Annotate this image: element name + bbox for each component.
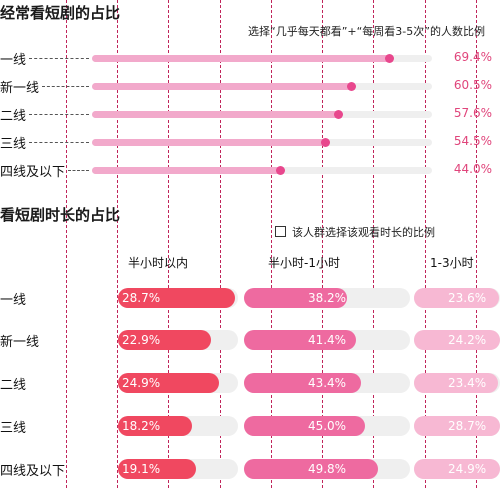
checkbox-icon bbox=[275, 226, 286, 237]
row-label: 三线 bbox=[0, 421, 27, 436]
row-leader bbox=[29, 58, 89, 59]
row-leader bbox=[68, 170, 89, 171]
frequency-chart-title: 经常看短剧的占比 bbox=[0, 4, 121, 22]
legend-series-2: 半小时-1小时 bbox=[268, 256, 340, 270]
grid-line bbox=[373, 0, 374, 488]
row-label: 二线 bbox=[0, 109, 27, 124]
segment-bar bbox=[244, 416, 366, 436]
bar-fill bbox=[92, 139, 326, 146]
value-label: 54.5% bbox=[453, 134, 492, 148]
segment-bar bbox=[414, 373, 498, 393]
grid-line bbox=[168, 0, 169, 488]
grid-line bbox=[322, 0, 323, 488]
value-label: 57.6% bbox=[453, 106, 492, 120]
bar-end-dot bbox=[385, 53, 395, 63]
segment-value-label: 38.2% bbox=[307, 291, 347, 305]
segment-value-label: 22.9% bbox=[122, 333, 161, 347]
duration-chart-title: 看短剧时长的占比 bbox=[0, 206, 121, 224]
grid-line bbox=[220, 0, 221, 488]
row-leader bbox=[42, 86, 89, 87]
segment-value-label: 28.7% bbox=[122, 291, 161, 305]
segment-bar bbox=[118, 288, 235, 308]
bar-end-dot bbox=[346, 81, 356, 91]
legend-series-3: 1-3小时 bbox=[430, 256, 474, 270]
segment-value-label: 41.4% bbox=[307, 333, 347, 347]
segment-bar bbox=[244, 288, 348, 308]
bar-fill bbox=[92, 83, 352, 90]
grid-line bbox=[476, 0, 477, 488]
segment-value-label: 49.8% bbox=[307, 462, 347, 476]
segment-value-label: 24.9% bbox=[448, 462, 487, 476]
value-label: 44.0% bbox=[453, 162, 492, 176]
segment-bar bbox=[244, 459, 379, 479]
row-label: 一线 bbox=[0, 53, 27, 68]
bar-fill bbox=[92, 167, 281, 174]
duration-chart-note: 该人群选择该观看时长的比例 bbox=[275, 224, 435, 240]
segment-value-label: 18.2% bbox=[122, 419, 161, 433]
row-leader bbox=[29, 114, 89, 115]
row-leader bbox=[29, 142, 89, 143]
segment-value-label: 28.7% bbox=[448, 419, 487, 433]
segment-value-label: 24.9% bbox=[122, 376, 161, 390]
row-label: 二线 bbox=[0, 378, 27, 393]
segment-value-label: 23.6% bbox=[448, 291, 487, 305]
grid-line bbox=[117, 0, 118, 488]
legend-series-1: 半小时以内 bbox=[128, 256, 189, 270]
segment-bar bbox=[414, 330, 500, 350]
grid-line bbox=[271, 0, 272, 488]
bar-end-dot bbox=[321, 137, 331, 147]
bar-fill bbox=[92, 111, 339, 118]
segment-bar bbox=[244, 373, 362, 393]
segment-value-label: 19.1% bbox=[122, 462, 161, 476]
segment-bar bbox=[414, 459, 500, 479]
segment-bar bbox=[414, 288, 499, 308]
value-label: 60.5% bbox=[453, 78, 492, 92]
frequency-chart-note: 选择“几乎每天都看”+“每周看3-5次”的人数比例 bbox=[248, 25, 485, 38]
row-label: 四线及以下 bbox=[0, 464, 66, 479]
duration-chart-note-text: 该人群选择该观看时长的比例 bbox=[292, 226, 435, 239]
bar-fill bbox=[92, 55, 390, 62]
segment-bar bbox=[118, 373, 220, 393]
value-label: 69.4% bbox=[453, 50, 492, 64]
segment-value-label: 24.2% bbox=[448, 333, 487, 347]
grid-line bbox=[425, 0, 426, 488]
segment-value-label: 45.0% bbox=[307, 419, 347, 433]
row-label: 一线 bbox=[0, 293, 27, 308]
segment-bar bbox=[118, 416, 193, 436]
segment-bar bbox=[244, 330, 356, 350]
segment-bar bbox=[414, 416, 500, 436]
row-label: 新一线 bbox=[0, 335, 40, 350]
segment-value-label: 43.4% bbox=[307, 376, 347, 390]
segment-value-label: 23.4% bbox=[448, 376, 487, 390]
grid-line bbox=[66, 0, 67, 488]
segment-bar bbox=[118, 459, 196, 479]
row-label: 四线及以下 bbox=[0, 165, 66, 180]
row-label: 三线 bbox=[0, 137, 27, 152]
bar-end-dot bbox=[334, 109, 344, 119]
row-label: 新一线 bbox=[0, 81, 40, 96]
segment-bar bbox=[118, 330, 212, 350]
bar-end-dot bbox=[276, 165, 286, 175]
